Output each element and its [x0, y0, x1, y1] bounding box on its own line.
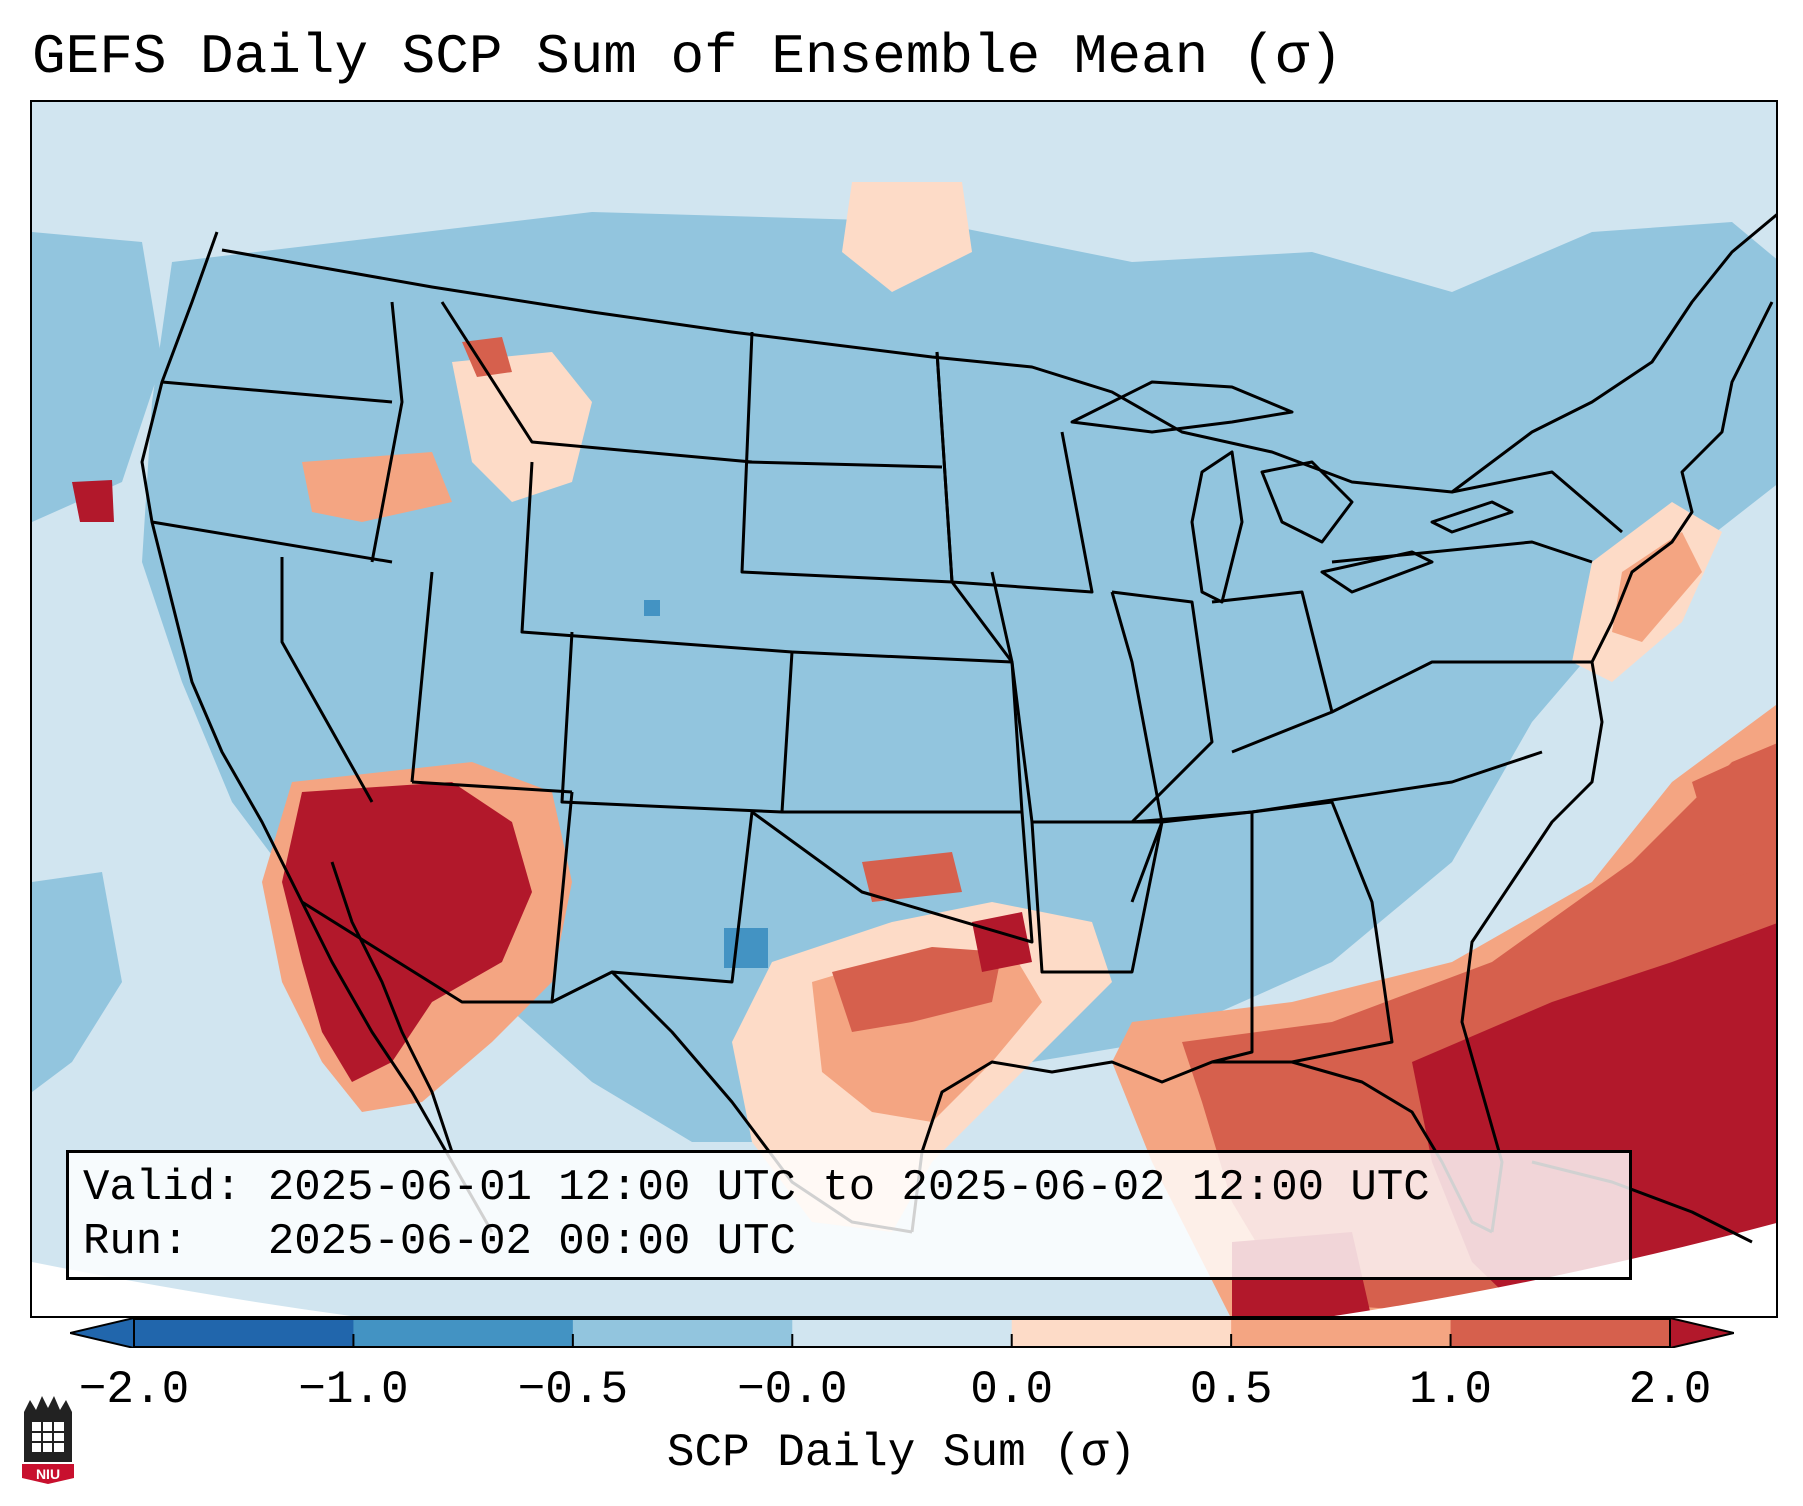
- colorbar-tick-label: −0.0: [737, 1364, 848, 1416]
- colorbar-over-arrow: [1669, 1318, 1734, 1348]
- lake-ontario: [1430, 500, 1514, 534]
- state-line-wa-or: [161, 380, 393, 404]
- state-line-il-in: [1111, 590, 1214, 824]
- colorbar-bin: [353, 1318, 574, 1348]
- state-line-ut-az: [411, 780, 573, 794]
- colorbar-tick-label: −1.0: [298, 1364, 409, 1416]
- state-line-ca-nv: [280, 557, 374, 803]
- colorbar: [70, 1318, 1734, 1348]
- lake-michigan: [1190, 450, 1244, 604]
- valid-label: Valid:: [83, 1163, 242, 1213]
- colorbar-bin: [792, 1318, 1013, 1348]
- colorbar-label: SCP Daily Sum (σ): [666, 1427, 1137, 1479]
- state-line-mt-south: [440, 301, 753, 464]
- region-weak-positive-dakotas: [842, 182, 972, 292]
- valid-time-box: Valid: 2025-06-01 12:00 UTC to 2025-06-0…: [66, 1150, 1632, 1280]
- colorbar-tick-label: 0.0: [970, 1364, 1054, 1416]
- region-strong-positive-wyoming: [462, 337, 512, 377]
- colorbar-under-arrow: [70, 1318, 135, 1348]
- state-line-co: [560, 631, 794, 814]
- colorbar-bin: [1011, 1318, 1232, 1348]
- strong-negative-spot-colorado: [644, 600, 660, 616]
- region-extreme-positive-california-coast: [72, 480, 114, 522]
- baja-peninsula: [330, 861, 454, 1153]
- region-strong-positive-texas: [832, 947, 1002, 1032]
- state-line-ok-tx: [751, 810, 1034, 944]
- us-canada-border: [221, 213, 1776, 494]
- state-line-mn: [935, 351, 1094, 594]
- state-line-id-west: [370, 301, 404, 563]
- region-strong-positive-north-texas: [862, 852, 962, 902]
- colorbar-outline: [133, 1318, 1671, 1348]
- region-extreme-positive-southwest: [282, 782, 532, 1082]
- strong-negative-spot-texas: [724, 928, 768, 968]
- state-line-nv-ut: [410, 571, 434, 783]
- lake-huron: [1260, 460, 1354, 544]
- state-line-az-nm: [550, 791, 574, 1003]
- state-line-tn-ky: [1131, 750, 1543, 824]
- run-label: Run:: [83, 1217, 189, 1267]
- state-line-ar-la: [1030, 821, 1164, 974]
- west-coast: [140, 231, 494, 1233]
- colorbar-tick-label: −2.0: [78, 1364, 190, 1416]
- colorbar-tick-label: 1.0: [1409, 1364, 1492, 1416]
- niu-logo-text: NIU: [35, 1466, 61, 1482]
- run-time: 2025-06-02 00:00 UTC: [267, 1217, 796, 1267]
- colorbar-bin: [1450, 1318, 1671, 1348]
- region-extreme-positive-houston: [972, 912, 1032, 972]
- outside-domain-area: [32, 1223, 1776, 1316]
- colorbar-bin: [1231, 1318, 1452, 1348]
- colorbar-tick-label: 0.5: [1189, 1364, 1273, 1416]
- colorbar-tick-label: 2.0: [1628, 1364, 1712, 1416]
- colorbar-bin: [572, 1318, 793, 1348]
- niu-logo-icon: [22, 1396, 74, 1484]
- region-pacific-negative: [32, 232, 162, 522]
- state-line-ia-mo: [950, 581, 1164, 824]
- colorbar-tick-label: −0.5: [517, 1364, 629, 1416]
- scp-map: [32, 102, 1776, 1316]
- lake-superior: [1070, 380, 1294, 434]
- state-line-or-ca: [151, 520, 393, 564]
- state-line-wy: [520, 461, 793, 654]
- map-title: GEFS Daily SCP Sum of Ensemble Mean (σ): [32, 25, 1343, 89]
- region-weak-positive-idaho: [302, 452, 452, 522]
- map-panel: [30, 100, 1778, 1318]
- colorbar-bin: [134, 1318, 354, 1348]
- valid-time: 2025-06-01 12:00 UTC to 2025-06-02 12:00…: [267, 1163, 1430, 1213]
- region-strong-positive-atlantic-east: [1692, 743, 1776, 882]
- state-borders: [140, 213, 1776, 1244]
- state-line-oh: [1211, 590, 1334, 754]
- east-coast: [1460, 301, 1774, 1233]
- region-moderate-positive-east-coast: [1612, 532, 1702, 642]
- region-pacific-negative-south: [32, 872, 122, 1092]
- lake-erie: [1320, 550, 1434, 594]
- state-line-nm-tx: [611, 811, 754, 984]
- state-line-va-nc: [1331, 660, 1592, 714]
- state-line-nd-sd: [746, 460, 943, 469]
- state-line-ne: [1451, 470, 1623, 534]
